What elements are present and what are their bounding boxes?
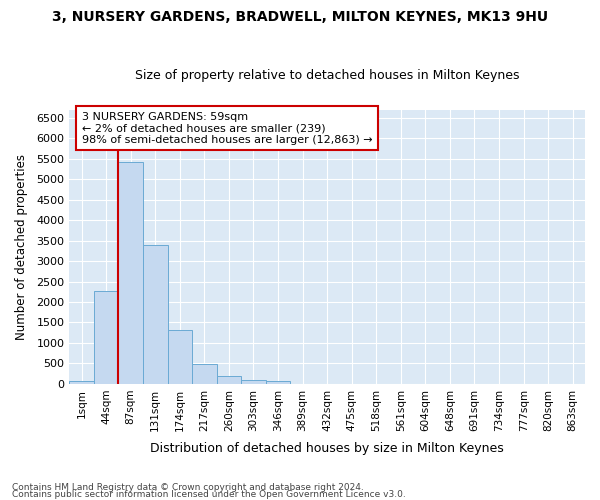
Y-axis label: Number of detached properties: Number of detached properties: [15, 154, 28, 340]
Text: Contains public sector information licensed under the Open Government Licence v3: Contains public sector information licen…: [12, 490, 406, 499]
Bar: [167, 330, 192, 384]
X-axis label: Distribution of detached houses by size in Milton Keynes: Distribution of detached houses by size …: [150, 442, 504, 455]
Bar: [143, 245, 167, 384]
Bar: [70, 381, 94, 384]
Bar: [217, 376, 241, 384]
Bar: [266, 382, 290, 384]
Title: Size of property relative to detached houses in Milton Keynes: Size of property relative to detached ho…: [135, 69, 520, 82]
Text: 3, NURSERY GARDENS, BRADWELL, MILTON KEYNES, MK13 9HU: 3, NURSERY GARDENS, BRADWELL, MILTON KEY…: [52, 10, 548, 24]
Bar: [118, 162, 143, 384]
Text: Contains HM Land Registry data © Crown copyright and database right 2024.: Contains HM Land Registry data © Crown c…: [12, 484, 364, 492]
Text: 3 NURSERY GARDENS: 59sqm
← 2% of detached houses are smaller (239)
98% of semi-d: 3 NURSERY GARDENS: 59sqm ← 2% of detache…: [82, 112, 372, 145]
Bar: [94, 290, 118, 384]
Bar: [192, 364, 217, 384]
Bar: [241, 380, 266, 384]
